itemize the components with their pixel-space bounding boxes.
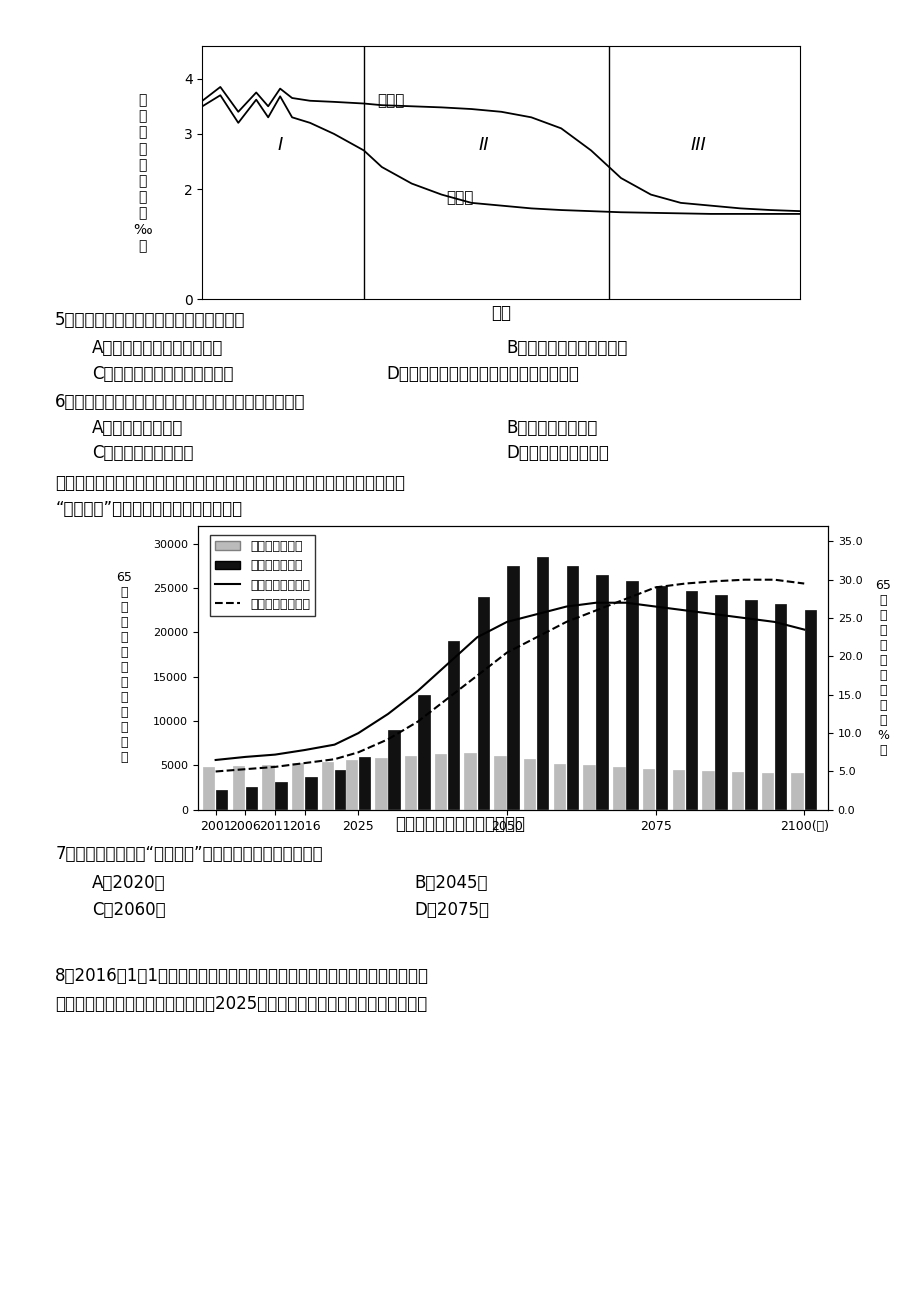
Bar bbox=[506, 566, 519, 810]
Bar bbox=[642, 769, 654, 810]
Text: 65
岁
及
以
上
人
口
数
量
（
万
人
）: 65 岁 及 以 上 人 口 数 量 （ 万 人 ） bbox=[116, 572, 132, 764]
Bar bbox=[685, 591, 698, 810]
Bar bbox=[583, 766, 596, 810]
Bar bbox=[612, 767, 625, 810]
Text: “城乡倒置”现象。读图，回答下列问题。: “城乡倒置”现象。读图，回答下列问题。 bbox=[55, 500, 242, 518]
Bar bbox=[523, 759, 536, 810]
Bar bbox=[790, 773, 803, 810]
Text: A．加剧了水土流失: A．加剧了水土流失 bbox=[92, 419, 183, 437]
Text: 死
亡
率
与
出
生
率
（
‰
）: 死 亡 率 与 出 生 率 （ ‰ ） bbox=[133, 94, 152, 253]
Text: 中国城乡人口老龄化发展趋势: 中国城乡人口老龄化发展趋势 bbox=[394, 815, 525, 833]
Text: D．2075年: D．2075年 bbox=[414, 901, 489, 919]
Bar bbox=[596, 574, 608, 810]
Bar bbox=[477, 596, 490, 810]
Text: A．2020年: A．2020年 bbox=[92, 874, 165, 892]
Bar bbox=[322, 762, 334, 810]
Text: 7．我国人口老龄化“城乡倒置”现象的消失时间约在（　）: 7．我国人口老龄化“城乡倒置”现象的消失时间约在（ ） bbox=[55, 845, 323, 863]
Bar bbox=[404, 755, 417, 810]
Text: C．2060年: C．2060年 bbox=[92, 901, 165, 919]
Text: 6．民工大规模流动对流出地区的影响，正确的是（　）: 6．民工大规模流动对流出地区的影响，正确的是（ ） bbox=[55, 393, 305, 411]
Bar bbox=[435, 754, 447, 810]
Text: 出生率: 出生率 bbox=[377, 94, 404, 108]
Bar bbox=[626, 581, 638, 810]
Bar bbox=[464, 753, 476, 810]
Text: 死亡率: 死亡率 bbox=[446, 190, 472, 204]
Bar bbox=[216, 790, 228, 810]
Bar bbox=[553, 764, 565, 810]
Text: 65
岁
及
以
上
人
口
比
重
（
%
）: 65 岁 及 以 上 人 口 比 重 （ % ） bbox=[874, 579, 891, 756]
Text: 5．人口增长模式转变的根本原因是（　）: 5．人口增长模式转变的根本原因是（ ） bbox=[55, 311, 245, 329]
Text: B．缓解了人地矛盾: B．缓解了人地矛盾 bbox=[505, 419, 596, 437]
Bar bbox=[655, 586, 667, 810]
Text: 此积极开展应对人口老龄化行动。至2025年前，实施该政策的影响可能有（　）: 此积极开展应对人口老龄化行动。至2025年前，实施该政策的影响可能有（ ） bbox=[55, 995, 427, 1013]
Bar bbox=[804, 611, 816, 810]
Text: D．提高了城市化水平: D．提高了城市化水平 bbox=[505, 444, 608, 462]
Bar bbox=[715, 595, 727, 810]
Bar bbox=[358, 756, 370, 810]
Text: III: III bbox=[690, 135, 706, 154]
Bar bbox=[774, 604, 787, 810]
Bar bbox=[275, 783, 288, 810]
Text: C．人类社会生产力水平的提高: C．人类社会生产力水平的提高 bbox=[92, 365, 233, 383]
Bar bbox=[761, 772, 773, 810]
Bar bbox=[701, 771, 714, 810]
Text: 在人口老龄化过程中，许多国家表现出农村人口老龄化程度高于城市的特点，即: 在人口老龄化过程中，许多国家表现出农村人口老龄化程度高于城市的特点，即 bbox=[55, 474, 404, 492]
Text: B．2045年: B．2045年 bbox=[414, 874, 487, 892]
X-axis label: 时间: 时间 bbox=[491, 303, 511, 322]
Bar bbox=[203, 767, 215, 810]
Bar bbox=[335, 769, 346, 810]
Bar bbox=[448, 642, 460, 810]
Bar bbox=[388, 730, 401, 810]
Bar bbox=[305, 777, 317, 810]
Bar bbox=[245, 786, 258, 810]
Bar bbox=[233, 767, 244, 810]
Bar bbox=[732, 772, 743, 810]
Bar bbox=[672, 769, 685, 810]
Bar bbox=[494, 755, 506, 810]
Bar bbox=[262, 764, 275, 810]
Bar bbox=[566, 566, 579, 810]
Bar bbox=[417, 694, 430, 810]
Text: II: II bbox=[478, 135, 488, 154]
Bar bbox=[291, 763, 304, 810]
Bar bbox=[744, 600, 756, 810]
Bar bbox=[537, 557, 549, 810]
Bar bbox=[346, 760, 357, 810]
Text: I: I bbox=[278, 135, 282, 154]
Text: A．自然环境状况改善的结果: A．自然环境状况改善的结果 bbox=[92, 339, 223, 357]
Legend: 农村老年人口数, 城镇老年人口数, 农村老年人口比重, 城镇老年人口比重: 农村老年人口数, 城镇老年人口数, 农村老年人口比重, 城镇老年人口比重 bbox=[210, 535, 315, 616]
Text: D．两次社会大分工及现代科学技术的进步: D．两次社会大分工及现代科学技术的进步 bbox=[386, 365, 579, 383]
Text: B．出生率明显降低造成的: B．出生率明显降低造成的 bbox=[505, 339, 627, 357]
Bar bbox=[375, 758, 387, 810]
Text: C．弥补了劳动力不足: C．弥补了劳动力不足 bbox=[92, 444, 193, 462]
Text: 8．2016年1月1日起我国开始全面实施一对夫妇可以生育两个孩子的政策，以: 8．2016年1月1日起我国开始全面实施一对夫妇可以生育两个孩子的政策，以 bbox=[55, 967, 429, 986]
